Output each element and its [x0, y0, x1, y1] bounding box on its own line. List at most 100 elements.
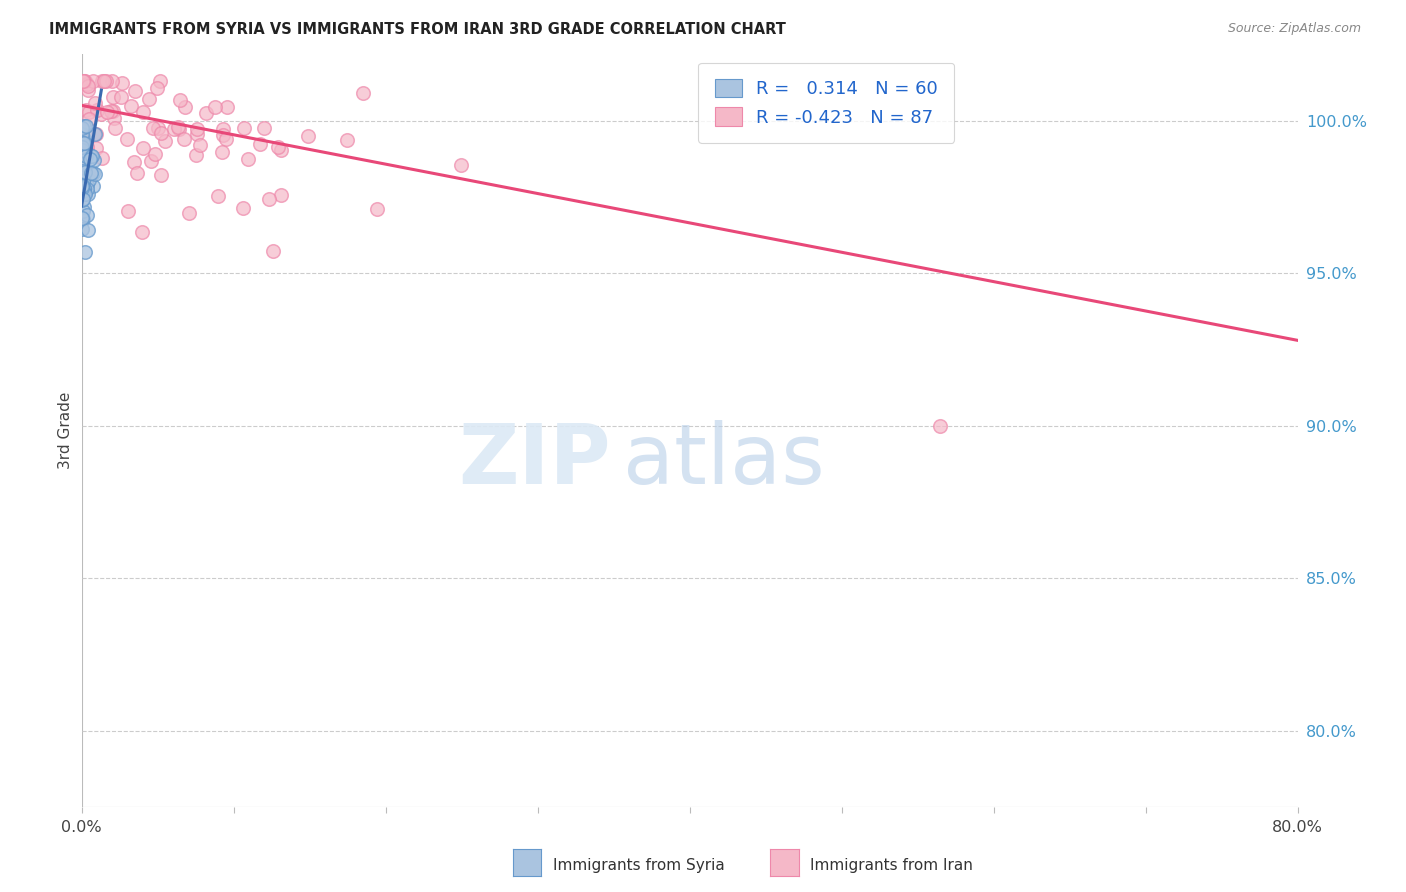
Point — [70, 178, 93, 193]
Point — [186, 122, 208, 136]
Point — [73, 136, 96, 151]
Point — [70, 211, 93, 226]
Point — [80, 166, 103, 180]
Point — [73, 166, 96, 180]
Point — [72, 180, 94, 194]
Point — [72, 178, 94, 192]
Point — [83, 128, 105, 142]
Point — [82, 166, 104, 180]
Point — [73, 186, 96, 201]
Point — [142, 121, 165, 136]
Point — [139, 154, 162, 169]
Point — [207, 189, 229, 203]
Point — [153, 135, 176, 149]
Point — [232, 202, 254, 216]
Point — [76, 182, 98, 196]
Point — [72, 143, 94, 157]
Point — [90, 74, 112, 88]
Text: Immigrants from Syria: Immigrants from Syria — [553, 858, 724, 872]
Point — [122, 154, 145, 169]
Point — [131, 104, 153, 119]
Point — [72, 203, 94, 218]
Point — [72, 174, 94, 188]
Point — [204, 100, 226, 114]
Point — [94, 74, 117, 88]
Point — [132, 141, 155, 155]
Point — [100, 104, 122, 119]
Point — [169, 93, 191, 107]
Point — [83, 153, 105, 167]
Point — [72, 164, 94, 178]
Point — [70, 193, 93, 207]
Point — [83, 167, 105, 181]
Point — [72, 211, 94, 226]
Point — [131, 225, 153, 239]
Point — [79, 149, 101, 163]
Point — [115, 131, 138, 145]
Point — [179, 206, 201, 220]
Point — [70, 157, 93, 171]
Point — [72, 158, 94, 172]
Point — [73, 186, 96, 200]
Point — [267, 140, 290, 154]
Point — [70, 221, 93, 235]
Text: Immigrants from Iran: Immigrants from Iran — [810, 858, 973, 872]
Point — [70, 158, 93, 172]
Point — [79, 152, 101, 166]
Point — [76, 140, 98, 154]
Point — [77, 187, 100, 202]
Point — [90, 107, 112, 121]
Point — [138, 92, 160, 106]
Point — [93, 74, 115, 88]
Point — [167, 121, 190, 136]
Point — [73, 200, 96, 214]
Point — [249, 137, 271, 152]
Point — [173, 99, 195, 113]
Text: atlas: atlas — [623, 420, 824, 501]
Point — [124, 84, 146, 98]
Point — [211, 145, 233, 159]
Y-axis label: 3rd Grade: 3rd Grade — [58, 392, 73, 469]
Point — [77, 129, 100, 144]
Point — [90, 152, 112, 166]
Point — [336, 133, 359, 147]
Point — [270, 143, 292, 157]
Point — [84, 141, 107, 155]
Point — [72, 184, 94, 198]
Text: Source: ZipAtlas.com: Source: ZipAtlas.com — [1227, 22, 1361, 36]
Point — [215, 132, 238, 146]
Point — [73, 182, 96, 196]
Point — [83, 95, 105, 110]
Point — [72, 138, 94, 153]
Point — [76, 78, 98, 93]
Point — [82, 74, 104, 88]
Point — [146, 121, 169, 136]
Point — [149, 168, 172, 182]
Point — [72, 169, 94, 184]
Point — [76, 223, 98, 237]
Point — [103, 103, 125, 118]
Point — [149, 126, 172, 140]
Point — [186, 148, 208, 162]
Point — [73, 133, 96, 147]
Point — [82, 149, 104, 163]
Point — [149, 74, 172, 88]
Point — [252, 121, 274, 136]
Point — [86, 127, 108, 141]
Point — [70, 136, 93, 151]
Point — [96, 105, 118, 120]
Point — [76, 178, 98, 192]
Point — [186, 127, 208, 141]
Point — [110, 89, 132, 103]
Point — [163, 122, 186, 136]
Point — [75, 74, 97, 88]
Point — [212, 128, 235, 143]
Point — [86, 103, 108, 118]
Text: IMMIGRANTS FROM SYRIA VS IMMIGRANTS FROM IRAN 3RD GRADE CORRELATION CHART: IMMIGRANTS FROM SYRIA VS IMMIGRANTS FROM… — [49, 22, 786, 37]
Point — [70, 157, 93, 171]
Point — [145, 80, 167, 95]
Point — [173, 132, 195, 146]
Point — [217, 100, 239, 114]
Point — [72, 177, 94, 191]
Point — [270, 187, 292, 202]
